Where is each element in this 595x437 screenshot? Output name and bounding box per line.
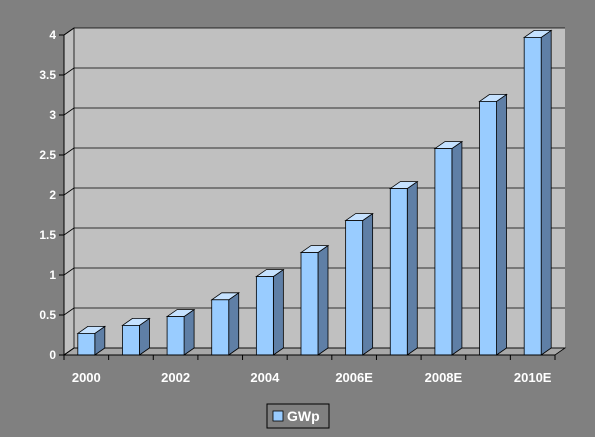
bar (300, 252, 319, 356)
gridline-depth (63, 227, 75, 236)
gridline-depth (63, 187, 75, 196)
bar (389, 188, 408, 356)
bar (211, 299, 230, 356)
gridline-depth (63, 147, 75, 156)
legend-swatch (272, 410, 284, 422)
gridline-depth (63, 67, 75, 76)
bar-side (272, 268, 284, 356)
bar (434, 148, 453, 356)
bar (255, 276, 274, 356)
bar-side (451, 140, 463, 356)
bar-side (183, 308, 195, 356)
x-tick-label: 2008E (425, 370, 463, 385)
bar-side (362, 212, 374, 356)
bar (166, 316, 185, 356)
bar-side (228, 292, 240, 356)
axes (59, 34, 556, 360)
bar (77, 332, 96, 356)
x-tick-label: 2002 (161, 370, 190, 385)
y-tick-label: 2 (49, 188, 56, 202)
bar (122, 324, 140, 356)
gridline-depth (63, 27, 75, 36)
y-tick-label: 1.5 (39, 228, 56, 242)
bar-side (540, 29, 552, 356)
y-tick-label: 3 (49, 108, 56, 122)
tick-labels: 0 0.5 1 1.5 2 2.5 3 3.5 4 2000 2002 2004 2006E 2008E 2… (39, 28, 551, 385)
x-tick-label: 2006E (335, 370, 373, 385)
gridline-depth (63, 347, 75, 356)
y-tick-label: 4 (49, 28, 56, 42)
legend-label: GWp (287, 408, 320, 424)
x-tick-label: 2004 (250, 370, 280, 385)
bar-side (406, 180, 418, 356)
gridline-depth (63, 267, 75, 276)
y-tick-label: 1 (49, 268, 56, 282)
gridline-depth (63, 307, 75, 316)
bar (523, 37, 542, 356)
bar-side (317, 244, 329, 356)
gridline-depth (63, 107, 75, 116)
bars (76, 29, 553, 356)
x-tick-label: 2000 (72, 370, 101, 385)
legend[interactable]: GWp (266, 403, 330, 429)
bar-side (496, 93, 507, 356)
y-tick-label: 2.5 (39, 148, 56, 162)
bar (479, 101, 497, 356)
y-tick-label: 3.5 (39, 68, 56, 82)
x-tick-label: 2010E (514, 370, 552, 385)
y-tick-label: 0 (49, 348, 56, 362)
bar (345, 220, 364, 356)
y-tick-label: 0.5 (39, 308, 56, 322)
